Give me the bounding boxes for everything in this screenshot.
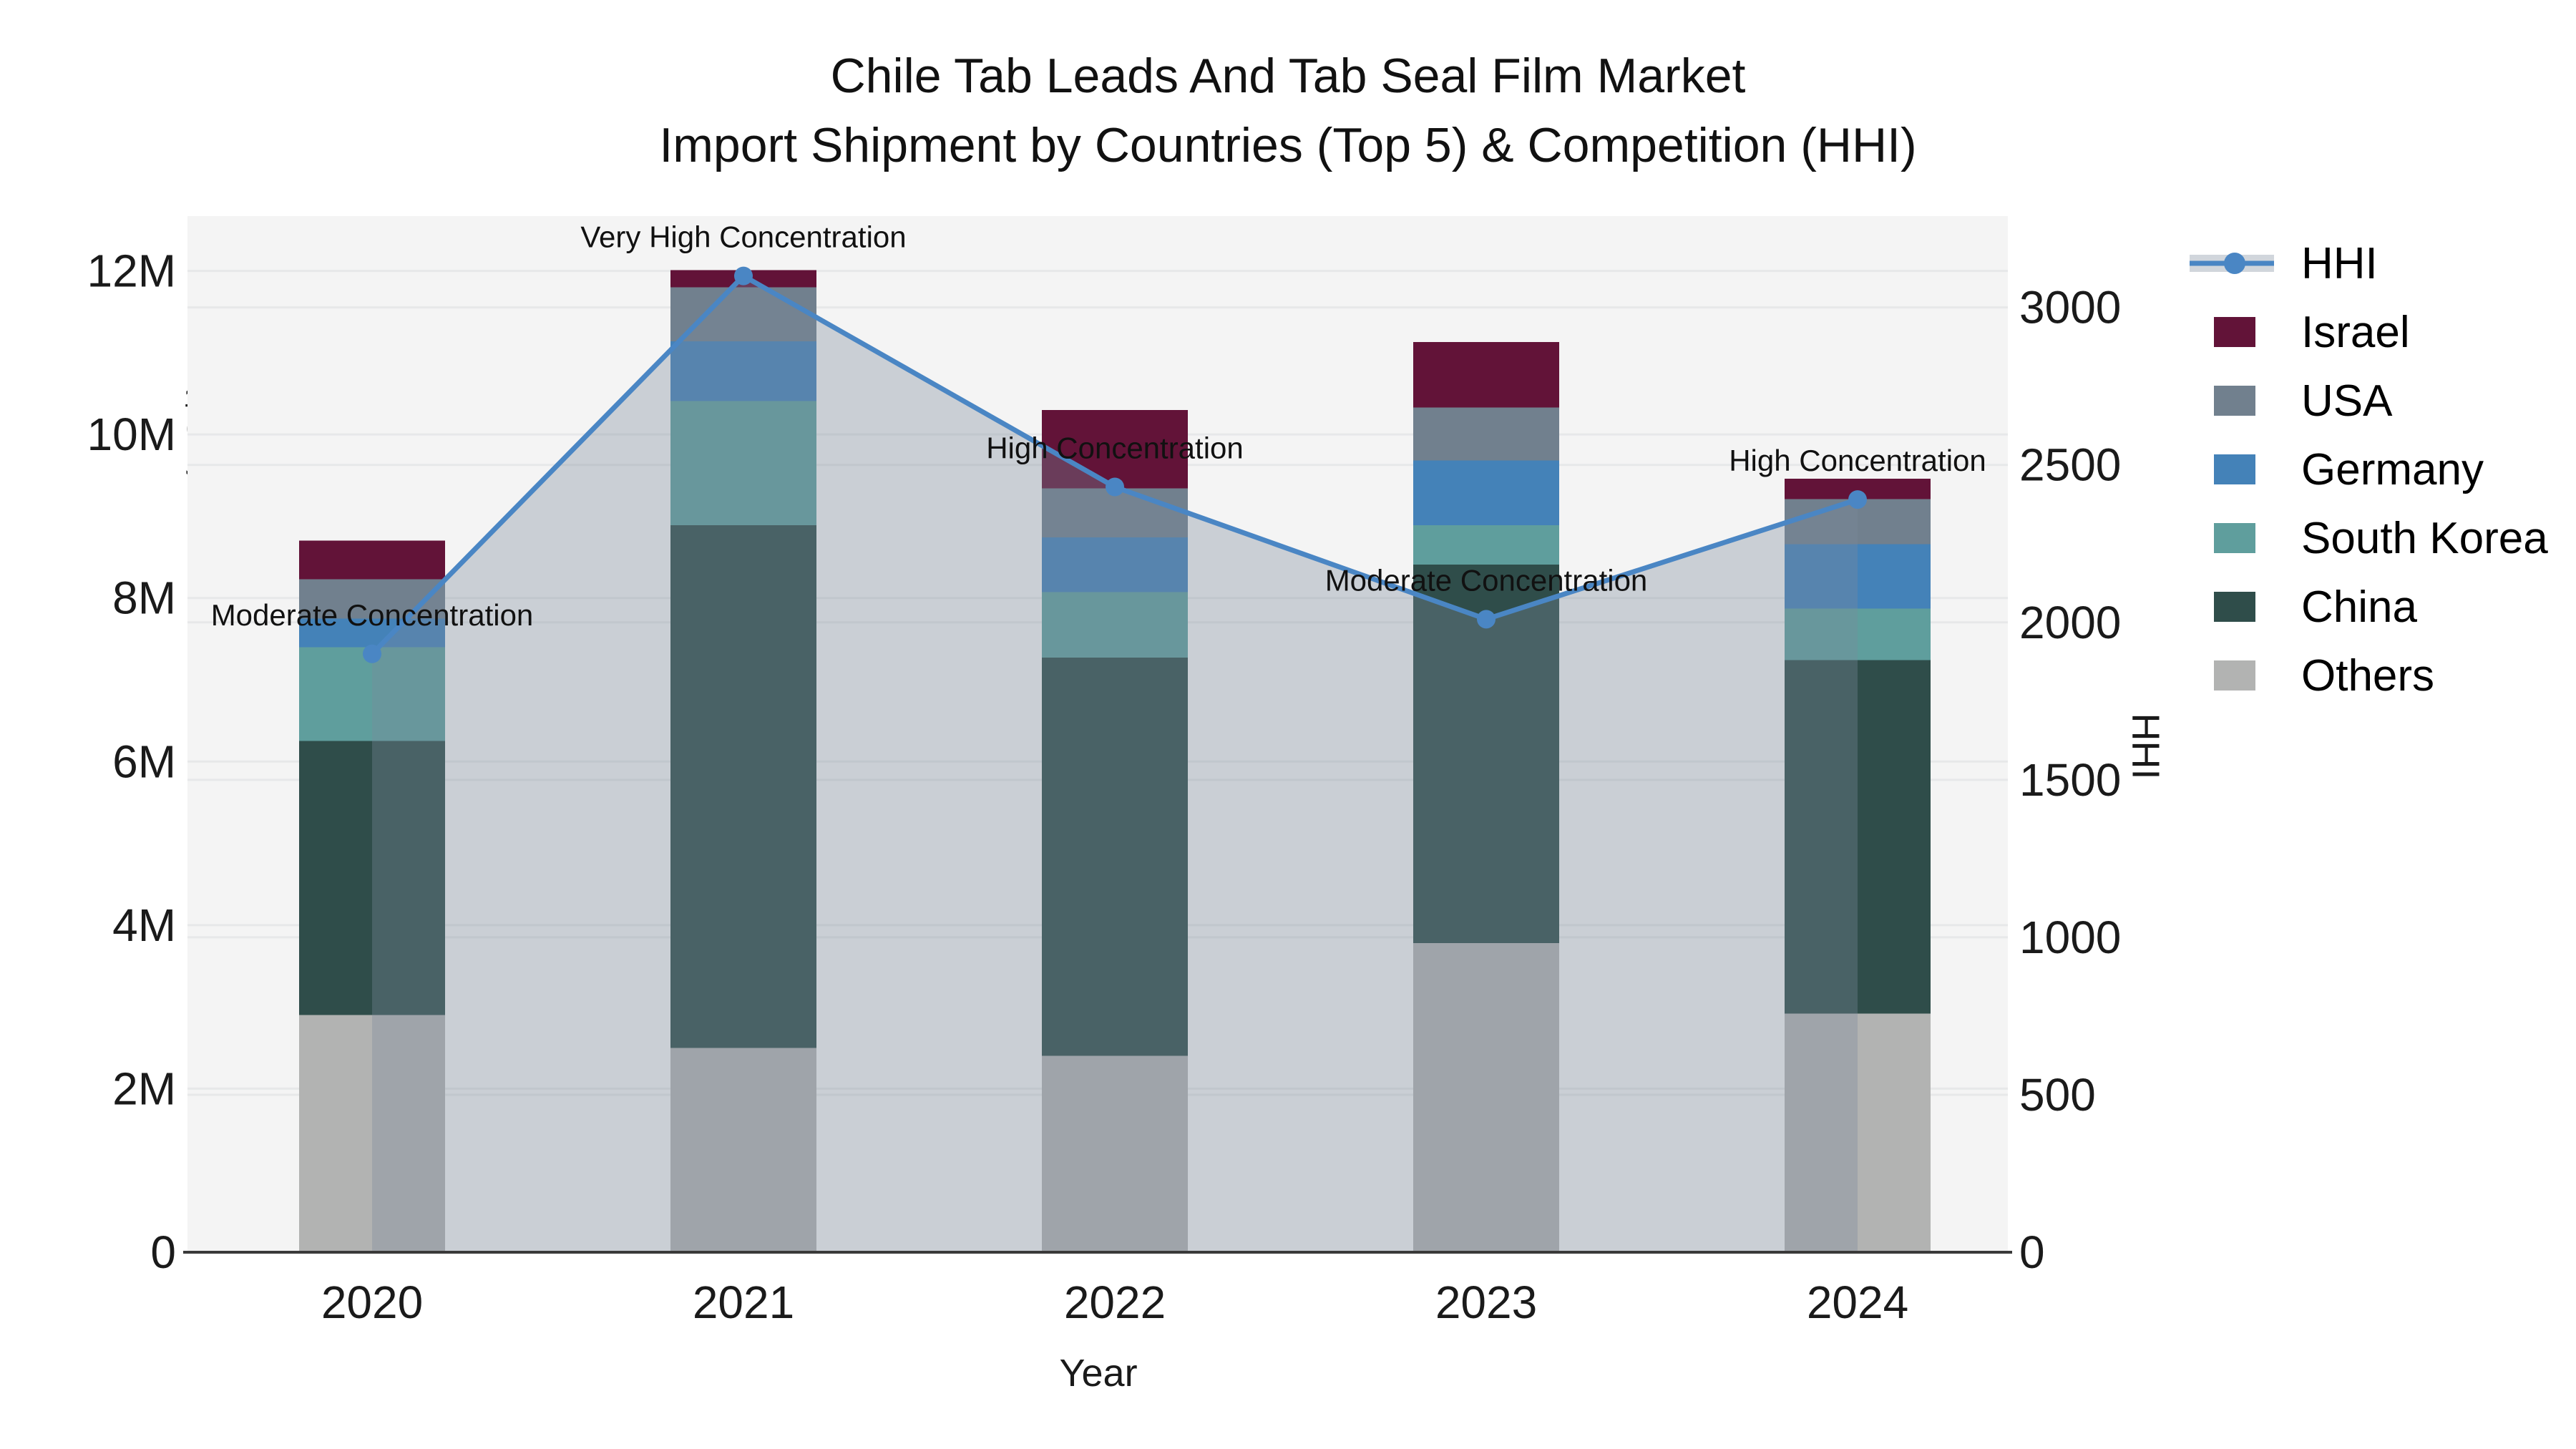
- hhi-marker-2024: [1848, 490, 1867, 509]
- legend-item-germany: Germany: [2188, 435, 2548, 504]
- legend-swatch-box: [2214, 592, 2255, 622]
- hhi-marker-2021: [734, 266, 753, 286]
- legend-label: Israel: [2301, 307, 2410, 357]
- y-left-tick-10M: 10M: [87, 409, 177, 460]
- legend-label: China: [2301, 582, 2417, 632]
- legend-color-swatch: [2188, 454, 2281, 484]
- x-tick-2023: 2023: [1435, 1277, 1537, 1328]
- bar-segment-south-korea-2023: [1413, 525, 1559, 565]
- bar-segment-others-2021: [670, 1048, 816, 1252]
- legend-swatch-box: [2214, 317, 2255, 347]
- bar-segment-others-2022: [1042, 1055, 1188, 1252]
- legend: HHI Israel USA Germany South Korea China Other…: [2188, 229, 2548, 710]
- bar-segment-germany-2021: [670, 341, 816, 401]
- legend-color-swatch: [2188, 523, 2281, 553]
- legend-label: Germany: [2301, 444, 2484, 494]
- legend-swatch-box: [2214, 660, 2255, 691]
- legend-swatch-box: [2214, 386, 2255, 416]
- hhi-area-fill: [372, 275, 1858, 1253]
- legend-item-south-korea: South Korea: [2188, 504, 2548, 572]
- legend-item-usa: USA: [2188, 366, 2548, 435]
- bar-segment-china-2021: [670, 525, 816, 1048]
- y-right-tick-0: 0: [2019, 1226, 2045, 1278]
- y-right-tick-1000: 1000: [2019, 912, 2121, 963]
- bar-segment-germany-2022: [1042, 537, 1188, 592]
- hhi-marker-2020: [363, 644, 381, 663]
- legend-color-swatch: [2188, 660, 2281, 691]
- bar-segment-usa-2022: [1042, 488, 1188, 538]
- legend-item-china: China: [2188, 572, 2548, 641]
- bar-segment-germany-2024: [1785, 544, 1931, 609]
- hhi-marker-swatch: [2224, 253, 2245, 274]
- hhi-marker-2022: [1106, 477, 1124, 497]
- legend-item-israel: Israel: [2188, 298, 2548, 366]
- y-left-tick-8M: 8M: [112, 572, 176, 624]
- x-tick-2024: 2024: [1807, 1277, 1908, 1328]
- y-left-tick-0: 0: [150, 1226, 176, 1278]
- y-right-tick-1500: 1500: [2019, 754, 2121, 806]
- bar-segment-south-korea-2021: [670, 401, 816, 525]
- x-tick-2022: 2022: [1064, 1277, 1166, 1328]
- legend-label: Others: [2301, 650, 2435, 701]
- y-right-tick-2500: 2500: [2019, 439, 2121, 491]
- legend-item-hhi: HHI: [2188, 229, 2548, 298]
- bar-segment-usa-2020: [299, 579, 445, 619]
- bar-segment-others-2024: [1785, 1013, 1931, 1252]
- annotation-2021: Very High Concentration: [580, 220, 906, 254]
- bar-segment-germany-2020: [299, 618, 445, 648]
- x-axis-title: Year: [1059, 1352, 1138, 1395]
- bar-segment-usa-2023: [1413, 407, 1559, 461]
- annotation-2024: High Concentration: [1729, 444, 1986, 477]
- annotation-2022: High Concentration: [986, 431, 1244, 465]
- bar-segment-israel-2022: [1042, 409, 1188, 489]
- bar-segment-south-korea-2022: [1042, 592, 1188, 658]
- y-left-tick-12M: 12M: [87, 245, 177, 297]
- bar-segment-china-2020: [299, 741, 445, 1015]
- legend-label: HHI: [2301, 238, 2378, 288]
- legend-swatch-box: [2214, 523, 2255, 553]
- y-left-tick-6M: 6M: [112, 736, 176, 787]
- bar-segment-others-2023: [1413, 943, 1559, 1252]
- legend-swatch-box: [2214, 454, 2255, 484]
- bar-segment-israel-2020: [299, 540, 445, 580]
- hhi-marker-2023: [1477, 610, 1496, 629]
- legend-color-swatch: [2188, 592, 2281, 622]
- chart-title: Chile Tab Leads And Tab Seal Film Market…: [0, 42, 2576, 180]
- y-left-tick-4M: 4M: [112, 899, 176, 951]
- legend-label: USA: [2301, 376, 2393, 426]
- bar-segment-china-2022: [1042, 658, 1188, 1056]
- bar-segment-israel-2023: [1413, 342, 1559, 408]
- chart-title-line1: Chile Tab Leads And Tab Seal Film Market: [830, 49, 1746, 103]
- y-right-tick-500: 500: [2019, 1069, 2096, 1121]
- bar-segment-south-korea-2024: [1785, 608, 1931, 660]
- y-left-tick-2M: 2M: [112, 1063, 176, 1114]
- y-right-tick-3000: 3000: [2019, 282, 2121, 333]
- x-tick-2020: 2020: [321, 1277, 423, 1328]
- annotation-2023: Moderate Concentration: [1325, 563, 1648, 597]
- legend-label: South Korea: [2301, 513, 2548, 563]
- legend-item-others: Others: [2188, 641, 2548, 710]
- bar-segment-usa-2021: [670, 287, 816, 341]
- annotation-2020: Moderate Concentration: [211, 598, 534, 632]
- bar-segment-others-2020: [299, 1015, 445, 1252]
- y-right-tick-2000: 2000: [2019, 597, 2121, 648]
- chart-title-line2: Import Shipment by Countries (Top 5) & C…: [659, 117, 1917, 172]
- bar-segment-china-2024: [1785, 660, 1931, 1014]
- legend-color-swatch: [2188, 317, 2281, 347]
- legend-color-swatch: [2188, 386, 2281, 416]
- bar-segment-germany-2023: [1413, 460, 1559, 525]
- x-tick-2021: 2021: [693, 1277, 794, 1328]
